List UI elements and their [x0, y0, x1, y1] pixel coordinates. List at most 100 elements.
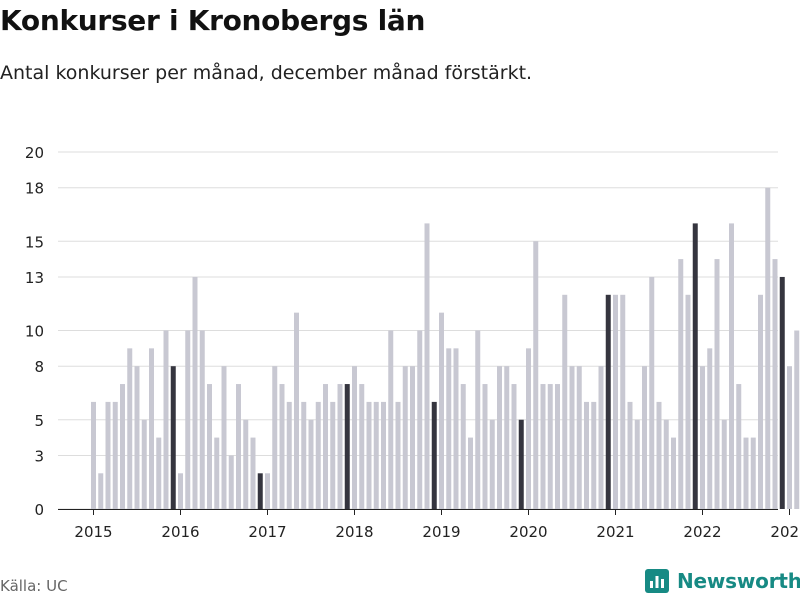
x-tick-label: 2015: [74, 523, 112, 541]
bar: [504, 366, 510, 509]
bar: [163, 330, 169, 509]
bar: [330, 401, 336, 509]
bar: [279, 384, 285, 509]
bar: [475, 330, 481, 509]
bar: [359, 384, 365, 509]
bar: [714, 259, 720, 509]
bar: [98, 473, 104, 509]
bar: [584, 401, 589, 509]
bar: [373, 401, 379, 509]
y-tick-label: 10: [25, 323, 44, 341]
bar: [250, 437, 256, 509]
bar: [337, 384, 343, 509]
x-tick-label: 2022: [683, 523, 721, 541]
bar: [591, 401, 597, 509]
bar: [547, 384, 553, 509]
y-tick-label: 18: [25, 180, 44, 198]
bar: [221, 366, 227, 509]
bar: [439, 312, 444, 509]
bar: [402, 366, 408, 509]
bar: [468, 437, 473, 509]
bar: [134, 366, 140, 509]
bar: [743, 437, 749, 509]
bar: [127, 348, 133, 509]
chart-title: Konkurser i Kronobergs län: [0, 4, 426, 37]
bar: [721, 419, 727, 509]
bar: [642, 366, 647, 509]
bar: [388, 330, 394, 509]
bar: [265, 473, 270, 509]
bar: [301, 401, 307, 509]
bar: [352, 366, 357, 509]
bar: [489, 419, 495, 509]
x-tick-label: 2021: [596, 523, 634, 541]
bar: [446, 348, 452, 509]
bar: [395, 401, 401, 509]
bar: [598, 366, 604, 509]
x-tick-label: 2017: [248, 523, 286, 541]
bar: [308, 419, 314, 509]
bar: [765, 187, 771, 509]
bar: [620, 294, 626, 509]
bar: [323, 384, 328, 509]
bar: [424, 223, 430, 509]
bar: [576, 366, 582, 509]
newsworthy-logo-icon: [645, 569, 669, 593]
bar: [228, 455, 234, 509]
bar: [214, 437, 220, 509]
bar: [787, 366, 792, 509]
bar: [286, 401, 292, 509]
bar: [410, 366, 415, 509]
bar: [417, 330, 423, 509]
x-tick-label: 2018: [335, 523, 373, 541]
bar: [381, 401, 386, 509]
bar: [178, 473, 183, 509]
bar: [613, 294, 618, 509]
chart-subtitle: Antal konkurser per månad, december måna…: [0, 62, 533, 84]
y-tick-label: 0: [34, 501, 44, 519]
bar: [779, 276, 785, 509]
bar: [685, 294, 691, 509]
bar: [243, 419, 249, 509]
bar: [272, 366, 278, 509]
bar: [112, 401, 118, 509]
bar: [627, 401, 633, 509]
bar: [750, 437, 756, 509]
y-tick-label: 3: [34, 447, 44, 465]
bar: [605, 294, 611, 509]
bar: [453, 348, 459, 509]
source-label: Källa: UC: [0, 577, 68, 595]
bar: [772, 259, 778, 509]
x-tick-label: 2019: [422, 523, 460, 541]
bar: [569, 366, 575, 509]
bar: [511, 384, 517, 509]
y-tick-label: 15: [25, 233, 44, 251]
bar: [156, 437, 162, 509]
x-tick-label: 2023: [770, 523, 800, 541]
bar: [431, 401, 437, 509]
bar: [482, 384, 488, 509]
bar: [700, 366, 705, 509]
bar: [497, 366, 502, 509]
brand-name: Newsworthy: [677, 569, 800, 593]
bar: [678, 259, 684, 509]
bar: [344, 384, 350, 509]
bar: [671, 437, 676, 509]
bar: [460, 384, 466, 509]
bar: [185, 330, 191, 509]
bar: [562, 294, 568, 509]
bar: [707, 348, 713, 509]
bar: [105, 401, 111, 509]
bar: [526, 348, 531, 509]
bar: [257, 473, 263, 509]
bar: [736, 384, 742, 509]
bar: [91, 401, 96, 509]
x-axis: 2015 2016 2017 2018 2019 2020 2021 2022 2023: [58, 509, 800, 541]
bar: [663, 419, 669, 509]
bar: [192, 276, 198, 509]
bar: [207, 384, 212, 509]
bar: [366, 401, 372, 509]
bar: [315, 401, 321, 509]
x-tick-label: 2016: [161, 523, 199, 541]
